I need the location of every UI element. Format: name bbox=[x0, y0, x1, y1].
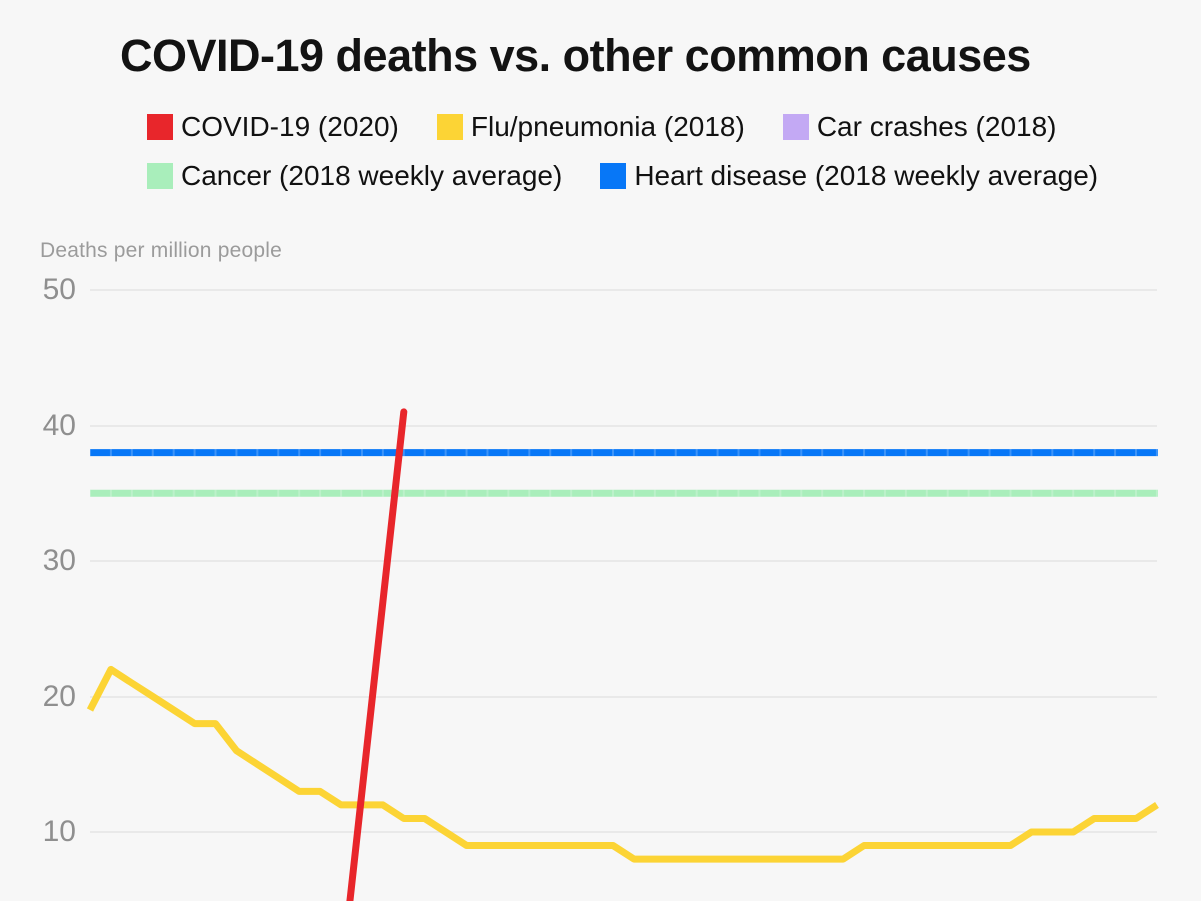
line-flu-pneumonia-2018 bbox=[86, 665, 1159, 863]
legend-row-2: Cancer (2018 weekly average) Heart disea… bbox=[147, 160, 1098, 192]
gridline-30 bbox=[90, 560, 1157, 562]
legend-label-cancer: Cancer (2018 weekly average) bbox=[181, 160, 563, 191]
legend-item-covid: COVID-19 (2020) bbox=[147, 111, 399, 143]
line-covid-19-2020 bbox=[346, 408, 408, 901]
legend-label-covid: COVID-19 (2020) bbox=[181, 111, 399, 142]
chart-title: COVID-19 deaths vs. other common causes bbox=[120, 30, 1031, 81]
y-axis-label: Deaths per million people bbox=[40, 239, 282, 262]
legend-swatch-car-crashes-icon bbox=[782, 114, 809, 140]
legend-item-cancer: Cancer (2018 weekly average) bbox=[147, 160, 562, 192]
y-tick-label-50: 50 bbox=[42, 273, 76, 306]
legend-row-1: COVID-19 (2020) Flu/pneumonia (2018) Car… bbox=[147, 111, 1098, 143]
y-tick-label-10: 10 bbox=[42, 815, 76, 848]
legend-label-heart-disease: Heart disease (2018 weekly average) bbox=[634, 160, 1099, 191]
chart-legend: COVID-19 (2020) Flu/pneumonia (2018) Car… bbox=[147, 111, 1098, 210]
gridline-50 bbox=[90, 289, 1157, 291]
gridline-40 bbox=[90, 424, 1157, 427]
y-tick-label-40: 40 bbox=[42, 408, 76, 442]
gridline-20 bbox=[90, 695, 1157, 698]
legend-swatch-heart-disease-icon bbox=[600, 163, 627, 189]
legend-swatch-cancer-icon bbox=[147, 163, 173, 189]
legend-label-flu: Flu/pneumonia (2018) bbox=[470, 111, 745, 142]
legend-item-car-crashes: Car crashes (2018) bbox=[782, 111, 1057, 143]
legend-item-heart-disease: Heart disease (2018 weekly average) bbox=[600, 160, 1098, 192]
legend-label-car-crashes: Car crashes (2018) bbox=[816, 111, 1057, 142]
y-tick-label-30: 30 bbox=[42, 544, 76, 577]
gridline-10 bbox=[90, 831, 1157, 833]
y-tick-label-20: 20 bbox=[42, 679, 76, 713]
legend-item-flu: Flu/pneumonia (2018) bbox=[436, 111, 745, 143]
legend-swatch-flu-icon bbox=[436, 114, 463, 140]
legend-swatch-covid-icon bbox=[147, 114, 173, 140]
